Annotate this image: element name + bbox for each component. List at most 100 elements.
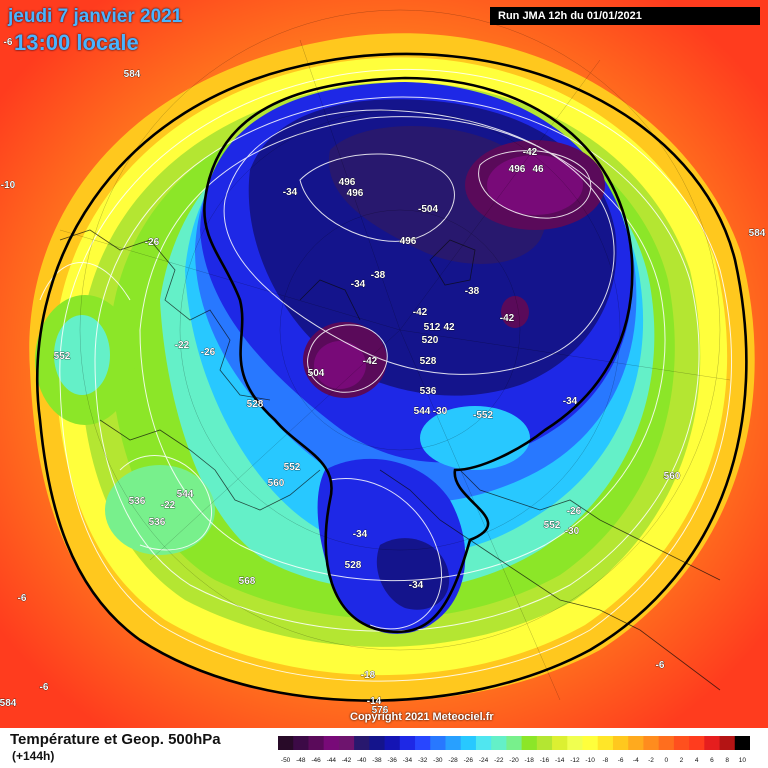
- scale-swatch: [643, 736, 660, 750]
- scale-swatch: [734, 736, 750, 750]
- scale-swatch: [704, 736, 721, 750]
- scale-tick-label: -26: [464, 757, 474, 764]
- contour-label: -22: [161, 500, 176, 511]
- contour-label: 544: [414, 406, 431, 417]
- contour-label: 584: [0, 698, 17, 709]
- coastlines: [59, 229, 721, 691]
- scale-tick-label: -32: [418, 757, 428, 764]
- contour-label: 584: [124, 69, 141, 80]
- scale-swatch: [552, 736, 568, 750]
- forecast-local-time: 13:00 locale: [14, 30, 139, 55]
- contour-label: 496: [509, 164, 526, 175]
- scale-swatch: [445, 736, 462, 750]
- contour-label: -34: [283, 187, 298, 198]
- scale-swatch: [491, 736, 507, 750]
- contour-label: 552: [544, 520, 561, 531]
- scale-swatch: [536, 736, 553, 750]
- map-title: Température et Geop. 500hPa: [10, 731, 221, 748]
- model-run-label: Run JMA 12h du 01/01/2021: [490, 7, 760, 25]
- scale-swatch: [308, 736, 325, 750]
- scale-tick-label: -22: [494, 757, 504, 764]
- scale-tick-label: 0: [664, 757, 668, 764]
- forecast-date: jeudi 7 janvier 2021: [8, 6, 183, 27]
- contour-label: -34: [351, 279, 366, 290]
- scale-swatch: [582, 736, 599, 750]
- contour-label: -30: [565, 526, 580, 537]
- contour-label: -42: [523, 147, 538, 158]
- contour-label: -42: [363, 356, 378, 367]
- contour-label: 552: [284, 462, 301, 473]
- contour-label: 42: [443, 322, 455, 333]
- scale-swatch: [323, 736, 340, 750]
- scale-tick-label: -36: [387, 757, 397, 764]
- scale-tick-label: -6: [618, 757, 624, 764]
- contour-label: 560: [664, 471, 681, 482]
- contour-label: 528: [345, 560, 362, 571]
- contour-label: 536: [149, 517, 166, 528]
- contour-label: -26: [567, 506, 582, 517]
- scale-swatch: [338, 736, 355, 750]
- scale-swatch: [354, 736, 370, 750]
- band-navy-tongue: [376, 538, 450, 610]
- scale-tick-label: 6: [710, 757, 714, 764]
- cold-core-north-inner: [487, 155, 583, 215]
- cold-core-west-inner: [314, 341, 366, 389]
- contour-label: 528: [247, 399, 264, 410]
- scale-tick-label: -38: [372, 757, 382, 764]
- scale-swatch: [567, 736, 584, 750]
- contour-label: 504: [308, 368, 325, 379]
- forecast-lead-time: (+144h): [12, 749, 55, 763]
- contour-label: -18: [361, 670, 376, 681]
- contour-label: -26: [201, 347, 216, 358]
- scale-tick-label: -2: [648, 757, 654, 764]
- contour-label: 46: [532, 164, 544, 175]
- contour-label: -6: [4, 37, 13, 48]
- contour-label: -42: [413, 307, 428, 318]
- scale-tick-label: -8: [602, 757, 608, 764]
- scale-tick-label: -50: [281, 757, 291, 764]
- contour-label: -34: [353, 529, 368, 540]
- contour-label: -42: [500, 313, 515, 324]
- scale-tick-label: 2: [680, 757, 684, 764]
- contour-label: -34: [563, 396, 578, 407]
- contour-label: 536: [129, 496, 146, 507]
- contour-label: -38: [465, 286, 480, 297]
- scale-swatch: [521, 736, 538, 750]
- scale-tick-label: -34: [403, 757, 413, 764]
- scale-swatch: [293, 736, 309, 750]
- contour-label: 528: [420, 356, 437, 367]
- temperature-field: [29, 33, 755, 702]
- contour-label: -6: [656, 660, 665, 671]
- contour-label: -6: [18, 593, 27, 604]
- scale-tick-label: -48: [296, 757, 306, 764]
- contour-label: 568: [239, 576, 256, 587]
- contour-label: -34: [409, 580, 424, 591]
- scale-swatch: [369, 736, 386, 750]
- contour-label: -10: [1, 180, 16, 191]
- scale-swatch: [399, 736, 416, 750]
- temperature-color-scale: -50 -48 -46 -44 -42 -40 -38 -36 -34 -32 -30 -28 -26-…: [278, 736, 750, 764]
- cold-core-small: [501, 296, 529, 328]
- scale-tick-label: -46: [311, 757, 321, 764]
- graticule: [59, 9, 731, 701]
- contour-label: 512: [424, 322, 441, 333]
- scale-tick-label: -44: [327, 757, 337, 764]
- copyright-text: Copyright 2021 Meteociel.fr: [350, 711, 494, 723]
- contour-label: -26: [145, 237, 160, 248]
- scale-swatch: [430, 736, 446, 750]
- scale-tick-label: -20: [509, 757, 519, 764]
- contour-label: -22: [175, 340, 190, 351]
- contour-label: 496: [400, 236, 417, 247]
- contour-label: 552: [54, 351, 71, 362]
- contour-label: 536: [420, 386, 437, 397]
- scale-swatch: [506, 736, 523, 750]
- scale-swatch: [460, 736, 477, 750]
- scale-swatch: [719, 736, 736, 750]
- contour-label: 584: [749, 228, 766, 239]
- scale-tick-label: -24: [479, 757, 489, 764]
- scale-tick-label: 8: [725, 757, 729, 764]
- contour-label: 520: [422, 335, 439, 346]
- geopotential-contours: [39, 68, 732, 682]
